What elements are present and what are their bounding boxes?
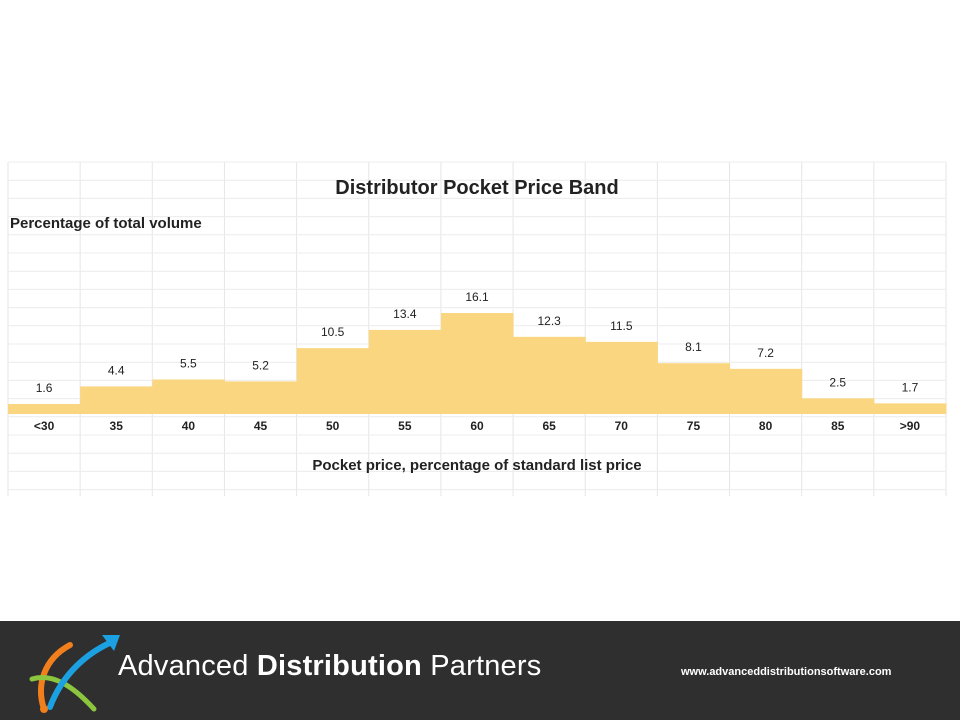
x-axis-label: Pocket price, percentage of standard lis… [312,457,641,474]
bar-65 [513,336,586,414]
value-label: 13.4 [393,307,417,321]
value-label: 12.3 [537,314,561,328]
brand-name-part-2: Partners [421,650,542,682]
bar-40 [152,379,225,414]
x-tick-label: 45 [254,419,268,433]
value-label: 7.2 [757,346,774,360]
footer-bar [0,621,960,720]
value-label: 4.4 [108,363,125,377]
value-label: 5.5 [180,356,197,370]
bar-80 [729,368,803,414]
bar-55 [368,329,442,414]
bar-75 [657,363,731,414]
value-label: 8.1 [685,340,702,354]
x-tick-label: 60 [470,419,484,433]
value-label: 16.1 [465,290,489,304]
chart-svg: 1.6 4.4 5.5 5.2 10.5 13.4 16.1 12.3 11.5 8.1 7.2 2.… [7,161,947,496]
x-tick-label: 80 [759,419,773,433]
chart-bars [8,313,947,414]
x-tick-label: 40 [182,419,196,433]
chart-title: Distributor Pocket Price Band [335,177,618,199]
value-label: 5.2 [252,358,269,372]
bar-45 [224,381,298,414]
x-tick-label: <30 [34,419,55,433]
company-logo-icon [29,635,120,713]
value-label: 10.5 [321,325,345,339]
y-axis-label: Percentage of total volume [10,215,202,232]
x-tick-label: 35 [110,419,124,433]
x-tick-label: >90 [900,419,921,433]
bar-50 [296,348,370,414]
value-label: 1.7 [902,380,919,394]
x-tick-label: 55 [398,419,412,433]
chart: 1.6 4.4 5.5 5.2 10.5 13.4 16.1 12.3 11.5 8.1 7.2 2.… [0,158,960,498]
value-label: 1.6 [36,381,53,395]
x-tick-label: 65 [542,419,556,433]
website-url: www.advanceddistributionsoftware.com [681,666,892,678]
bar-60 [440,313,514,414]
chart-tick-labels: <30 35 40 45 50 55 60 65 70 75 80 85 >90 [34,419,921,433]
value-label: 2.5 [829,375,846,389]
x-tick-label: 75 [687,419,701,433]
bar-70 [585,341,658,414]
chart-value-labels: 1.6 4.4 5.5 5.2 10.5 13.4 16.1 12.3 11.5 8.1 7.2 2.… [36,290,919,395]
bar-35 [80,386,153,414]
brand-name-part-1: Advanced [118,650,257,682]
bar-<30 [8,403,81,414]
x-tick-label: 70 [615,419,629,433]
x-tick-label: 85 [831,419,845,433]
brand-name: Advanced Distribution Partners [118,650,541,690]
value-label: 11.5 [610,319,633,333]
bar->90 [873,403,947,414]
brand-name-bold: Distribution [256,650,422,682]
bar-85 [801,398,875,414]
x-tick-label: 50 [326,419,340,433]
